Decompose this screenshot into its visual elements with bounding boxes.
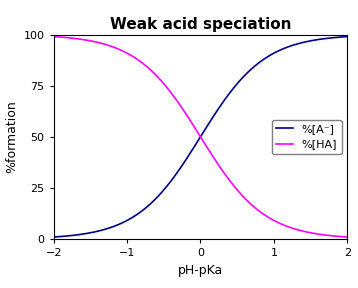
%[A⁻] <box>52 235 56 239</box>
%[A⁻] <box>170 177 175 181</box>
%[A⁻] <box>181 162 185 166</box>
%[HA] <box>286 225 290 228</box>
%[A⁻] <box>345 35 349 38</box>
%[A⁻] <box>286 45 290 49</box>
%[HA] <box>170 93 175 96</box>
%[A⁻] <box>82 232 86 236</box>
%[HA] <box>345 235 349 239</box>
%[HA] <box>253 206 257 210</box>
%[HA] <box>181 108 185 111</box>
Legend: %[A⁻], %[HA]: %[A⁻], %[HA] <box>272 120 342 154</box>
%[A⁻] <box>253 64 257 67</box>
Line: %[A⁻]: %[A⁻] <box>54 37 347 237</box>
%[HA] <box>52 35 56 38</box>
%[A⁻] <box>280 47 285 51</box>
X-axis label: pH-pKa: pH-pKa <box>178 264 223 276</box>
%[HA] <box>82 38 86 41</box>
Y-axis label: %formation: %formation <box>5 101 18 173</box>
Title: Weak acid speciation: Weak acid speciation <box>110 17 291 32</box>
%[HA] <box>280 223 285 226</box>
Line: %[HA]: %[HA] <box>54 37 347 237</box>
